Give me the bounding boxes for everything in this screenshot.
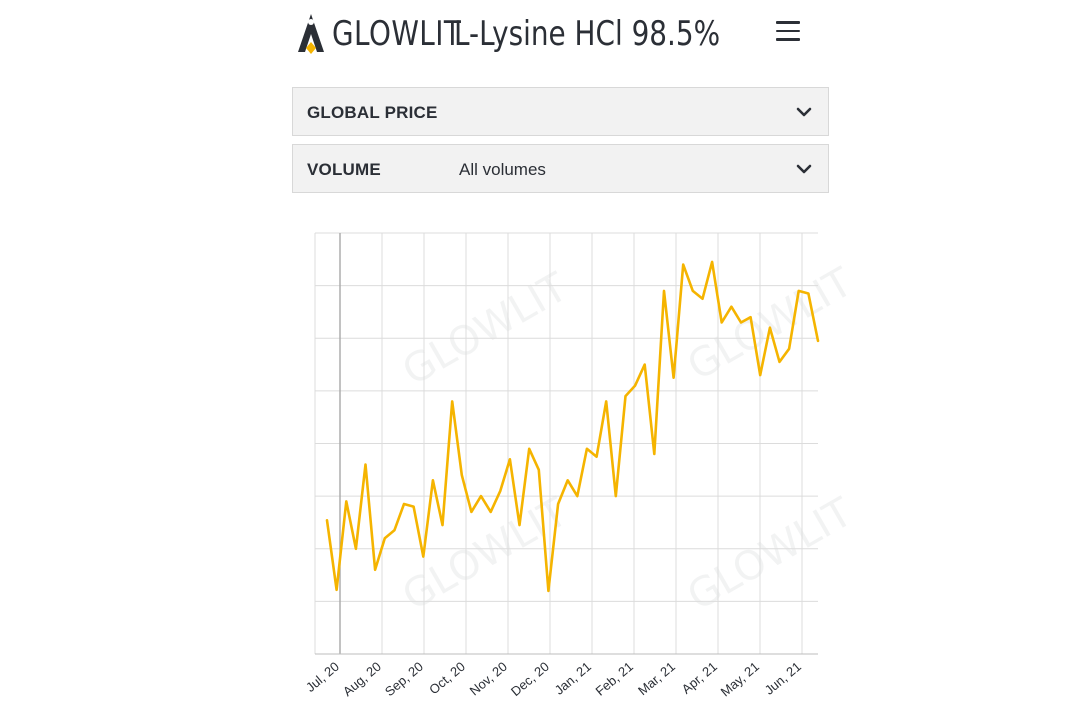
page-title: L-Lysine HCl 98.5% bbox=[454, 14, 721, 54]
glowlit-logo-icon[interactable] bbox=[296, 12, 326, 56]
x-tick-label: Jul, 20 bbox=[303, 659, 342, 695]
x-tick-label: Oct, 20 bbox=[426, 659, 468, 697]
x-tick-label: Mar, 21 bbox=[635, 659, 678, 698]
x-tick-label: Dec, 20 bbox=[508, 659, 552, 699]
volume-value: All volumes bbox=[459, 160, 546, 179]
header: GLOWLIT L-Lysine HCl 98.5% bbox=[292, 0, 832, 70]
chevron-down-icon[interactable] bbox=[796, 163, 812, 175]
x-tick-label: Apr, 21 bbox=[679, 659, 720, 697]
x-tick-label: Nov, 20 bbox=[467, 659, 510, 699]
hamburger-menu-icon[interactable] bbox=[776, 21, 800, 43]
x-tick-label: Sep, 20 bbox=[382, 659, 426, 699]
x-tick-label: Aug, 20 bbox=[340, 659, 384, 699]
x-tick-label: Jun, 21 bbox=[762, 659, 804, 698]
global-price-label: GLOBAL PRICE bbox=[307, 103, 438, 122]
price-series-line bbox=[325, 260, 820, 593]
x-tick-label: Jan, 21 bbox=[552, 659, 594, 698]
global-price-dropdown[interactable]: GLOBAL PRICE bbox=[292, 87, 829, 136]
chevron-down-icon[interactable] bbox=[796, 106, 812, 118]
volume-dropdown[interactable]: VOLUME All volumes bbox=[292, 144, 829, 193]
brand-name: GLOWLIT bbox=[332, 14, 462, 54]
volume-label: VOLUME bbox=[307, 160, 381, 179]
x-tick-label: May, 21 bbox=[718, 659, 762, 700]
x-tick-label: Feb, 21 bbox=[593, 659, 636, 699]
